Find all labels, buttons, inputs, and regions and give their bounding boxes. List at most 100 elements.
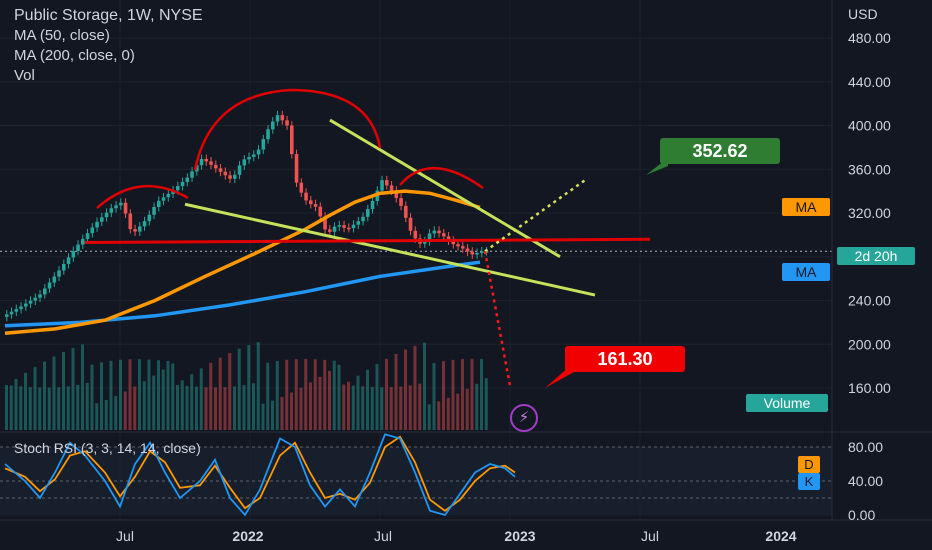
ma50-legend: MA (50, close) <box>14 27 110 44</box>
candle-body <box>90 227 95 234</box>
volume-bar <box>242 385 246 430</box>
time-label-3: 2023 <box>504 528 535 544</box>
candle-body <box>299 182 304 193</box>
candle-body <box>237 165 242 175</box>
price-tick-2: 400.00 <box>848 118 891 134</box>
candle-body <box>28 300 33 304</box>
candle-body <box>271 121 275 130</box>
volume-bar <box>209 362 213 430</box>
volume-bar <box>109 360 113 430</box>
volume-badge: Volume <box>746 394 828 412</box>
volume-bar <box>28 387 32 430</box>
candle-body <box>142 221 147 227</box>
candle-body <box>209 161 213 165</box>
volume-bar <box>394 353 398 430</box>
volume-bar <box>456 393 460 430</box>
volume-bar <box>465 388 469 430</box>
candle-body <box>442 233 446 237</box>
candle-body <box>309 200 313 205</box>
candle-body <box>261 139 266 150</box>
candle-body <box>43 288 47 295</box>
candle-body <box>351 224 356 229</box>
candle-body <box>437 230 441 234</box>
projection-down <box>483 251 512 387</box>
time-label-1: 2022 <box>232 528 263 544</box>
volume-bar <box>95 403 99 430</box>
left-shoulder-arc <box>96 184 189 209</box>
volume-bar <box>52 356 56 430</box>
volume-bar <box>228 352 232 430</box>
price-tick-4: 320.00 <box>848 205 891 221</box>
volume-bar <box>90 364 94 430</box>
volume-bar <box>256 342 260 430</box>
candle-body <box>138 226 142 232</box>
volume-bar <box>218 357 222 430</box>
volume-bar <box>480 358 483 430</box>
volume-bar <box>404 349 407 430</box>
ma200-badge: MA <box>782 263 830 281</box>
candle-body <box>399 198 403 206</box>
volume-bar <box>280 396 284 430</box>
candle-body <box>385 180 389 186</box>
candle-body <box>380 180 384 191</box>
price-tick-1: 440.00 <box>848 74 891 90</box>
candle-body <box>413 230 418 239</box>
candle-body <box>109 208 114 213</box>
time-axis: Jul 2022 Jul 2023 Jul 2024 <box>116 528 797 544</box>
candle-body <box>157 200 161 207</box>
volume-bar <box>323 359 327 430</box>
candle-body <box>5 314 9 317</box>
candle-body <box>195 165 199 172</box>
volume-bar <box>104 399 108 430</box>
candle-body <box>38 294 42 298</box>
volume-bar <box>432 363 436 430</box>
right-shoulder-arc <box>399 167 484 190</box>
candle-body <box>33 297 38 301</box>
stoch-d-badge: D <box>798 456 820 473</box>
volume-bar <box>123 391 127 430</box>
candle-body <box>199 158 204 166</box>
candle-body <box>62 263 66 271</box>
time-label-0: Jul <box>116 528 134 544</box>
volume-bar <box>47 387 51 430</box>
target-down-label: 161.30 <box>565 346 685 372</box>
volume-bar <box>304 359 308 430</box>
volume-bar <box>5 385 8 430</box>
candle-body <box>446 236 451 241</box>
upper-trendline <box>329 118 561 259</box>
stoch-tick-2: 0.00 <box>848 507 875 523</box>
chart-legend: Public Storage, 1W, NYSE MA (50, close) … <box>14 6 203 86</box>
volume-bar <box>38 387 42 430</box>
candle-body <box>256 149 261 155</box>
volume-bar <box>318 376 322 430</box>
candle-body <box>176 186 180 191</box>
candle-body <box>161 197 166 201</box>
volume-bar <box>119 359 122 430</box>
volume-bar <box>190 374 194 430</box>
volume-bar <box>275 360 279 430</box>
volume-bar <box>62 351 65 430</box>
volume-bar <box>57 387 61 430</box>
stoch-tick-0: 80.00 <box>848 439 883 455</box>
volume-bar <box>142 381 146 430</box>
replay-lightning-icon[interactable]: ⚡ <box>510 404 538 432</box>
volume-bars <box>5 342 488 430</box>
volume-bar <box>261 403 265 430</box>
candle-body <box>456 244 460 247</box>
currency-label: USD <box>848 6 878 22</box>
price-tick-0: 480.00 <box>848 30 891 46</box>
volume-bar <box>85 382 89 430</box>
volume-bar <box>351 385 355 430</box>
volume-bar <box>24 372 27 430</box>
candle-body <box>484 251 489 253</box>
volume-bar <box>427 404 431 430</box>
candle-body <box>233 174 237 179</box>
candle-body <box>14 309 19 312</box>
volume-bar <box>337 364 341 430</box>
volume-bar <box>313 359 317 430</box>
head-arc <box>193 88 382 171</box>
volume-bar <box>9 385 13 430</box>
volume-bar <box>418 383 422 430</box>
time-label-2: Jul <box>374 528 392 544</box>
